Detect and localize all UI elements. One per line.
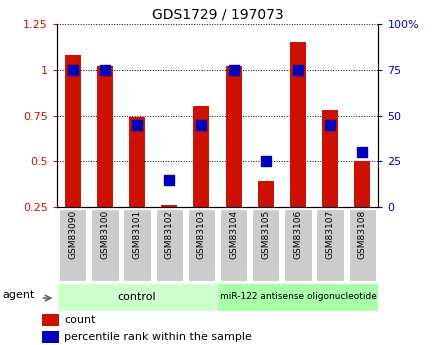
Point xyxy=(294,67,301,72)
FancyBboxPatch shape xyxy=(220,208,247,282)
Bar xyxy=(257,181,273,207)
Bar xyxy=(97,66,113,207)
Text: agent: agent xyxy=(3,290,35,300)
Point xyxy=(69,67,76,72)
FancyBboxPatch shape xyxy=(284,208,311,282)
Text: control: control xyxy=(118,292,156,302)
Bar xyxy=(128,117,145,207)
Bar xyxy=(42,314,59,326)
FancyBboxPatch shape xyxy=(187,208,214,282)
FancyBboxPatch shape xyxy=(91,208,118,282)
Text: GSM83101: GSM83101 xyxy=(132,210,141,259)
Bar xyxy=(161,205,177,207)
Bar xyxy=(65,55,81,207)
FancyBboxPatch shape xyxy=(217,283,378,310)
FancyBboxPatch shape xyxy=(123,208,150,282)
FancyBboxPatch shape xyxy=(252,208,279,282)
Bar xyxy=(353,161,369,207)
FancyBboxPatch shape xyxy=(316,208,343,282)
Point xyxy=(230,67,237,72)
Text: GSM83102: GSM83102 xyxy=(164,210,173,259)
Point xyxy=(197,122,204,128)
Bar xyxy=(289,42,305,207)
FancyBboxPatch shape xyxy=(59,208,86,282)
Bar xyxy=(225,66,241,207)
Point xyxy=(101,67,108,72)
Point xyxy=(326,122,333,128)
Text: percentile rank within the sample: percentile rank within the sample xyxy=(64,333,252,342)
Text: GSM83106: GSM83106 xyxy=(293,210,302,259)
Text: GSM83107: GSM83107 xyxy=(325,210,334,259)
Text: count: count xyxy=(64,315,95,325)
Title: GDS1729 / 197073: GDS1729 / 197073 xyxy=(151,8,283,22)
Point xyxy=(133,122,140,128)
Text: GSM83090: GSM83090 xyxy=(68,210,77,259)
Text: miR-122 antisense oligonucleotide: miR-122 antisense oligonucleotide xyxy=(219,292,375,301)
Bar xyxy=(321,110,338,207)
Text: GSM83108: GSM83108 xyxy=(357,210,366,259)
Point xyxy=(358,149,365,155)
FancyBboxPatch shape xyxy=(155,208,182,282)
FancyBboxPatch shape xyxy=(56,283,217,310)
Bar xyxy=(42,331,59,343)
Text: GSM83103: GSM83103 xyxy=(197,210,205,259)
Point xyxy=(165,177,172,182)
Point xyxy=(262,159,269,164)
Text: GSM83104: GSM83104 xyxy=(229,210,237,259)
Bar xyxy=(193,106,209,207)
Text: GSM83100: GSM83100 xyxy=(100,210,109,259)
Text: GSM83105: GSM83105 xyxy=(261,210,270,259)
FancyBboxPatch shape xyxy=(348,208,375,282)
